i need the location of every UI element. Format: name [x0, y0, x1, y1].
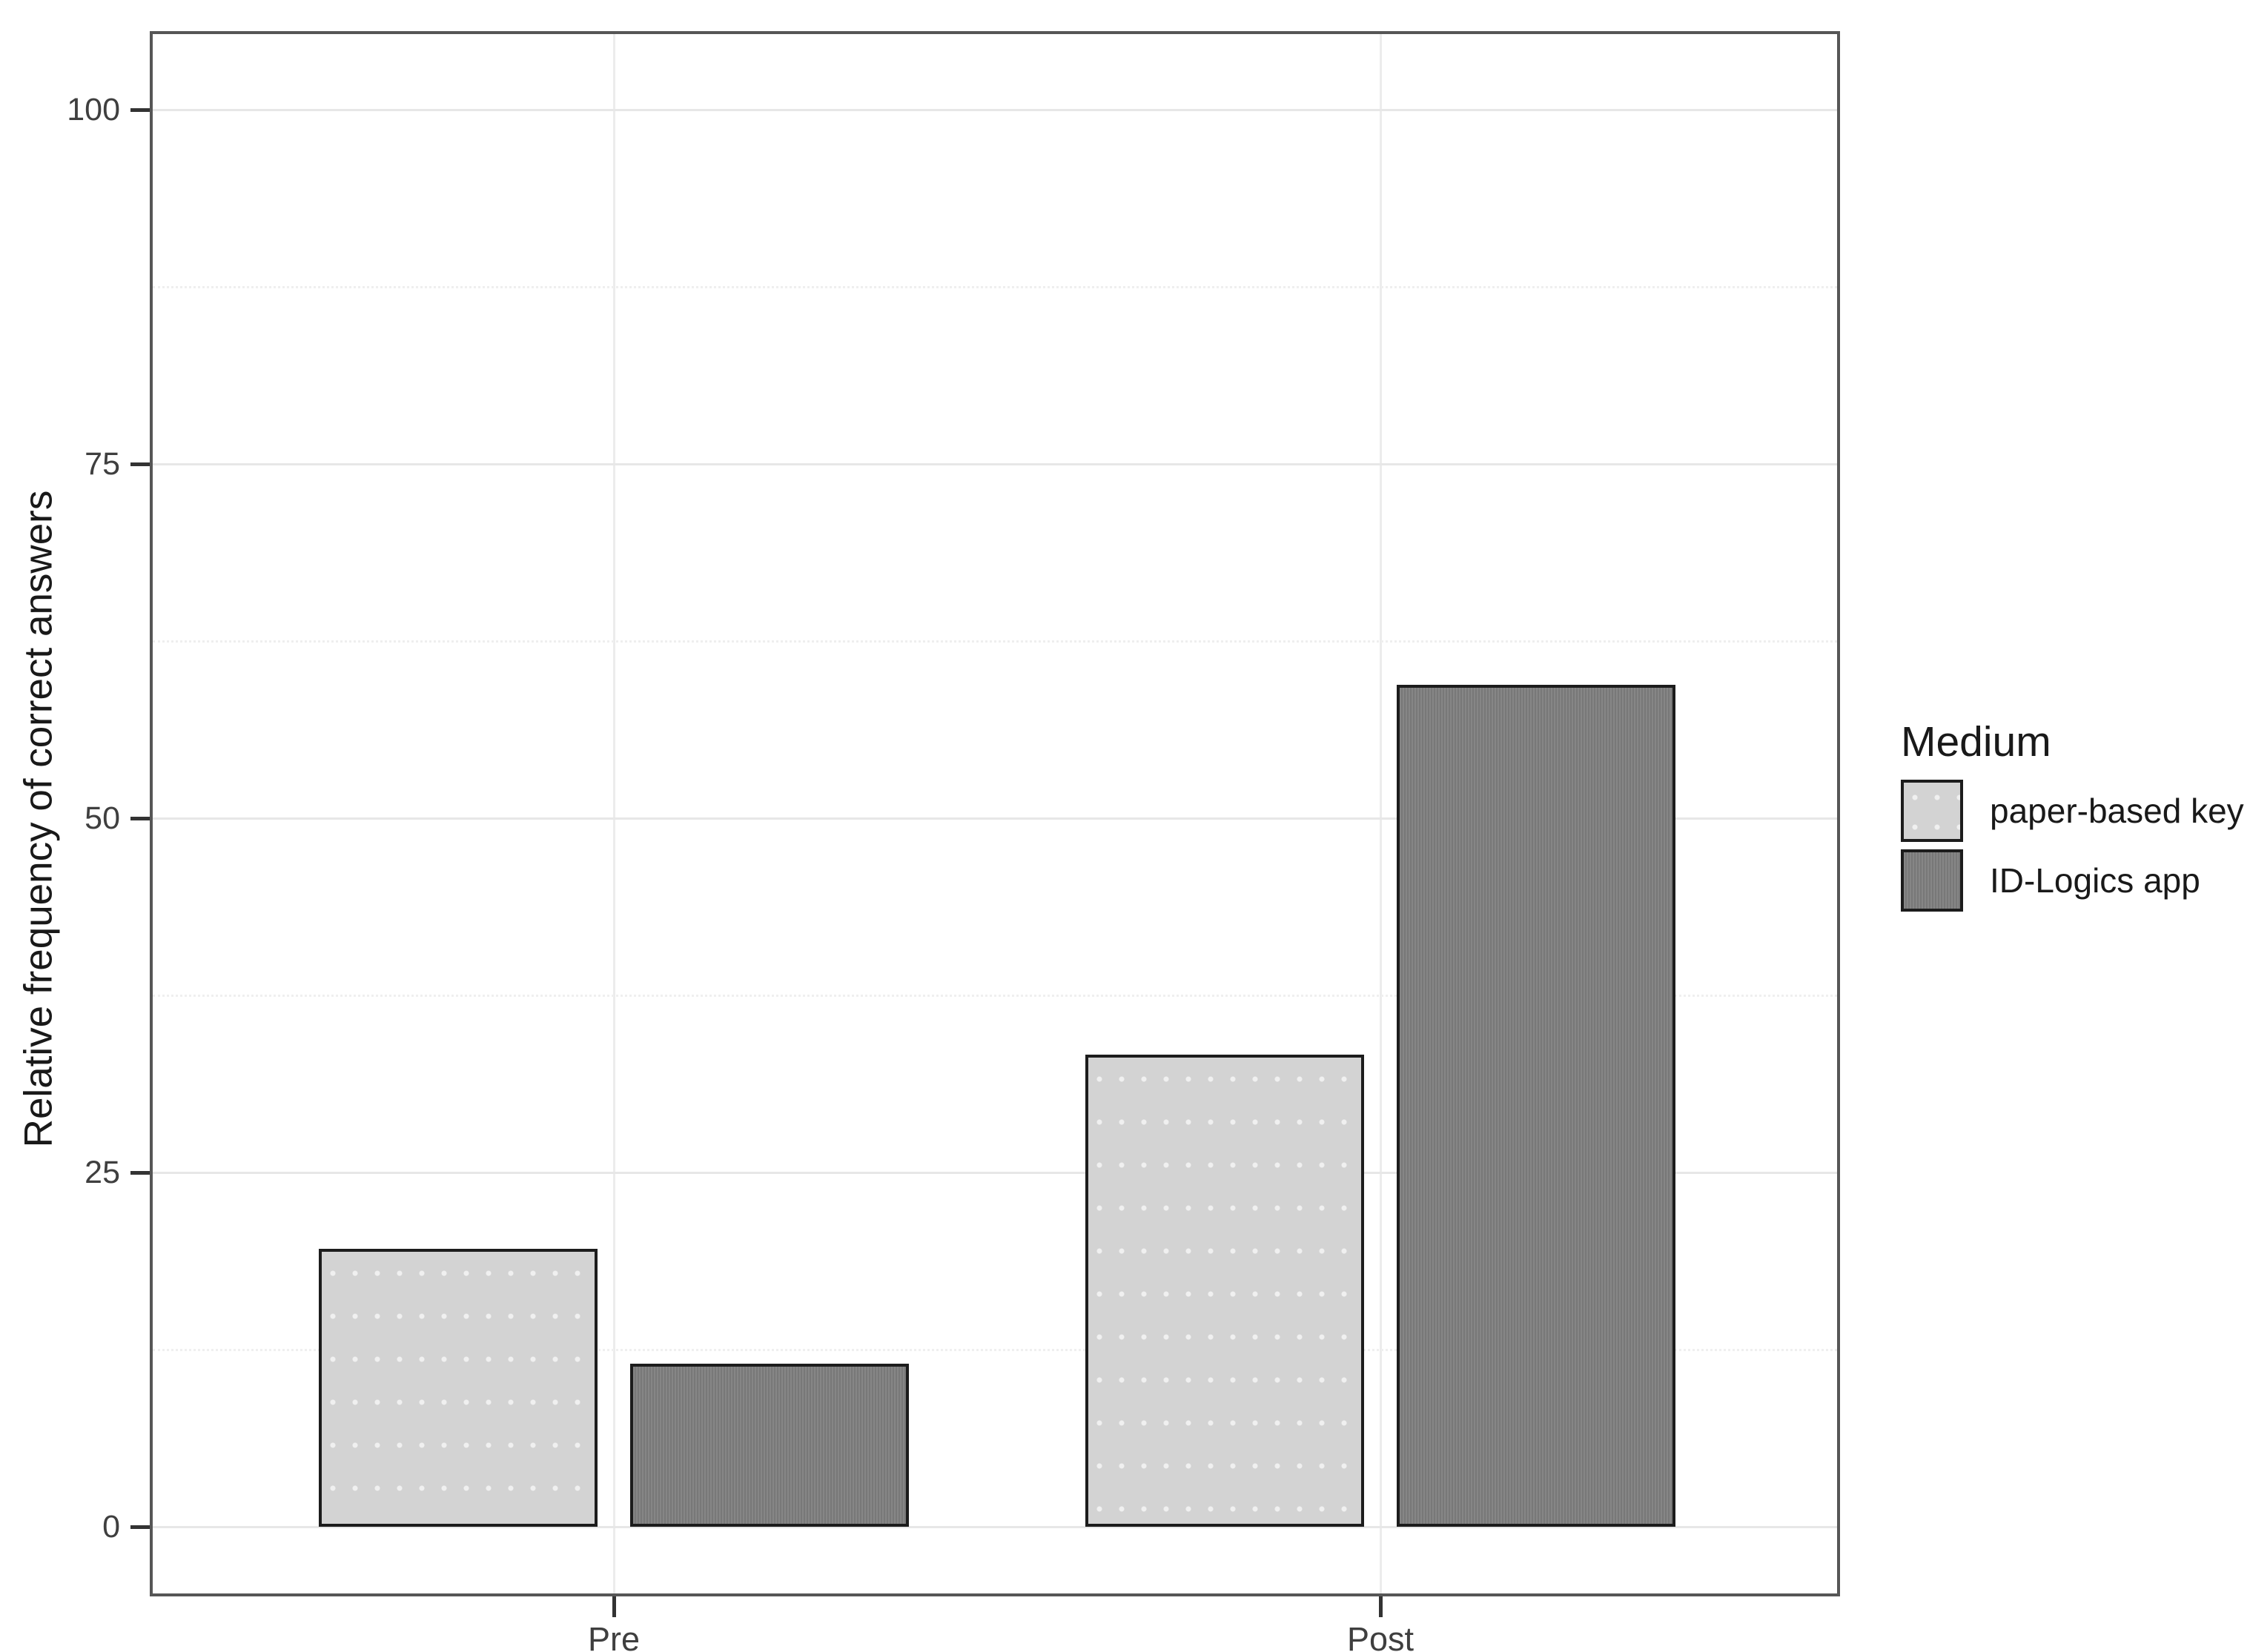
x-tick-label-pre: Pre — [587, 1620, 641, 1652]
bar-pre-paper-based-key — [319, 1249, 598, 1527]
minor-gridline-62.5 — [153, 640, 1837, 643]
x-tick-pre — [612, 1596, 616, 1617]
y-tick-label-50: 50 — [85, 800, 120, 836]
major-gridline-75 — [153, 462, 1837, 465]
major-gridline-100 — [153, 108, 1837, 111]
y-tick-label-0: 0 — [102, 1509, 120, 1545]
y-tick-25 — [130, 1170, 150, 1175]
minor-gridline-12.5 — [153, 1348, 1837, 1351]
y-tick-0 — [130, 1525, 150, 1529]
legend-item-paper-based-key: paper-based key — [1901, 780, 2244, 842]
y-tick-label-75: 75 — [85, 446, 120, 482]
legend-title: Medium — [1901, 718, 2051, 766]
major-gridline-0 — [153, 1525, 1837, 1528]
y-tick-50 — [130, 816, 150, 820]
y-tick-label-100: 100 — [67, 92, 120, 127]
legend-swatch-id-logics-app — [1901, 849, 1963, 912]
x-tick-post — [1378, 1596, 1383, 1617]
vertical-gridline-post — [1379, 34, 1382, 1593]
minor-gridline-87.5 — [153, 285, 1837, 288]
x-tick-label-post: Post — [1346, 1620, 1414, 1652]
bar-post-paper-based-key — [1085, 1055, 1364, 1527]
bar-pre-id-logics-app — [630, 1364, 909, 1527]
legend-item-id-logics-app: ID-Logics app — [1901, 849, 2244, 912]
y-tick-label-25: 25 — [85, 1155, 120, 1190]
bar-post-id-logics-app — [1397, 685, 1675, 1527]
y-tick-100 — [130, 107, 150, 112]
vertical-gridline-pre — [612, 34, 615, 1593]
legend-label-paper-based-key: paper-based key — [1990, 792, 2244, 830]
legend-swatch-paper-based-key — [1901, 780, 1963, 842]
minor-gridline-37.5 — [153, 994, 1837, 997]
y-tick-75 — [130, 462, 150, 466]
plot-panel — [150, 31, 1840, 1596]
major-gridline-25 — [153, 1171, 1837, 1174]
legend-label-id-logics-app: ID-Logics app — [1990, 861, 2200, 900]
major-gridline-50 — [153, 817, 1837, 820]
legend: Medium paper-based key ID-Logics app — [1901, 717, 2244, 919]
